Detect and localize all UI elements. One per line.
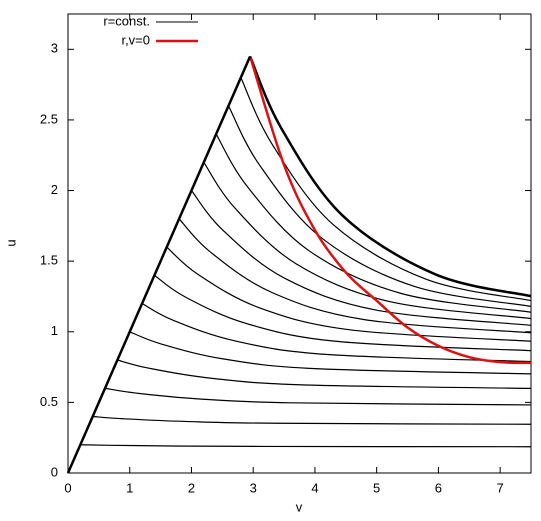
r-const-curve — [240, 77, 532, 302]
r-const-curve — [129, 331, 532, 375]
r-const-curve — [203, 161, 532, 320]
boundary-line — [66, 55, 252, 474]
x-tick-label: 4 — [311, 480, 318, 495]
r-const-curve — [141, 302, 532, 363]
y-tick-label: 1 — [51, 323, 58, 338]
r-const-curve — [248, 55, 532, 298]
r-const-curve — [80, 444, 532, 448]
r-const-curve — [166, 246, 532, 342]
legend-label: r,v=0 — [121, 32, 150, 47]
x-tick-label: 6 — [435, 480, 442, 495]
r-const-curve — [178, 218, 532, 334]
r-const-curve — [104, 387, 532, 406]
r-const-curve — [215, 133, 532, 313]
y-tick-label: 3 — [51, 41, 58, 56]
plot-frame — [67, 13, 532, 474]
x-axis-label: v — [296, 499, 303, 514]
y-axis-label: u — [3, 239, 18, 246]
x-tick-label: 1 — [126, 480, 133, 495]
r-const-curve — [117, 359, 532, 390]
r-const-curve — [92, 415, 532, 425]
x-tick-label: 3 — [250, 480, 257, 495]
legend-label: r=const. — [103, 13, 150, 28]
y-tick-label: 0 — [51, 464, 58, 479]
x-tick-label: 5 — [373, 480, 380, 495]
x-tick-label: 7 — [497, 480, 504, 495]
x-tick-label: 2 — [188, 480, 195, 495]
x-tick-label: 0 — [64, 480, 71, 495]
r-const-curve — [227, 105, 532, 307]
y-tick-label: 2.5 — [40, 111, 58, 126]
y-tick-label: 2 — [51, 182, 58, 197]
r-v-zero-curve — [248, 55, 532, 365]
y-tick-label: 1.5 — [40, 253, 58, 268]
y-tick-label: 0.5 — [40, 394, 58, 409]
r-const-curve — [190, 190, 532, 326]
